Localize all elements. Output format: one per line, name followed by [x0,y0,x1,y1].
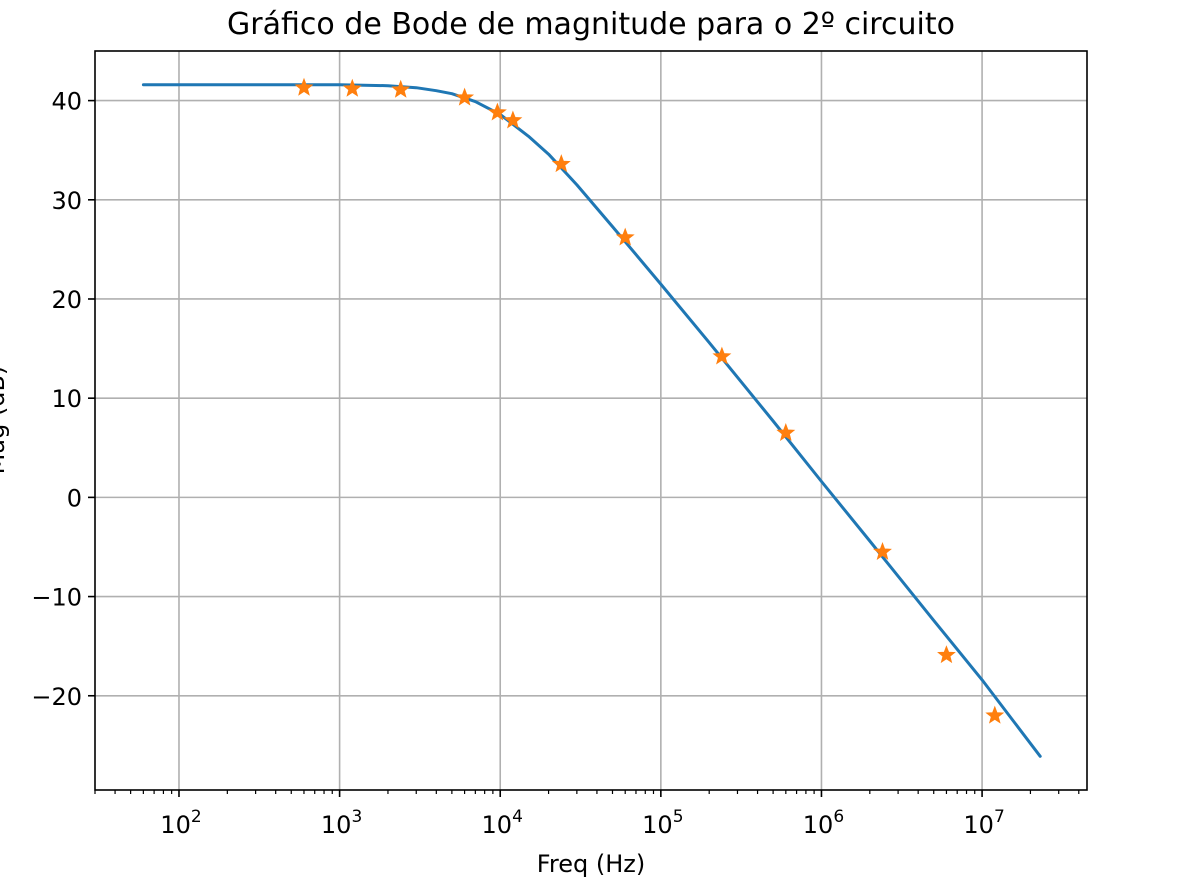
data-point-marker [503,110,523,129]
y-tick-label: 20 [51,286,82,314]
data-point-marker [985,705,1005,724]
x-tick-label: 102 [160,807,201,839]
data-point-marker [294,77,314,96]
data-point-marker [937,645,956,664]
x-tick-label: 107 [963,807,1004,839]
x-tick-exponent: 5 [673,807,684,827]
data-point-marker [455,87,475,106]
x-tick-label: 103 [321,807,362,839]
data-point-marker [391,79,411,98]
y-axis-label: Mag (dB) [0,366,10,475]
data-point-marker [487,102,507,121]
x-tick-exponent: 3 [351,807,362,827]
fitted-curve [141,83,1042,758]
x-tick-label: 105 [642,807,683,839]
x-tick-label: 106 [803,807,844,839]
y-tick-label: 30 [51,187,82,215]
y-tick-label: −10 [31,584,82,612]
x-axis-ticks: 102 103 104 105 106 107 [160,790,1005,839]
x-tick-base: 10 [321,811,352,839]
grid-lines [95,51,1087,790]
y-tick-label: 0 [67,484,82,512]
x-axis-label: Freq (Hz) [537,850,645,878]
data-point-marker [342,78,362,97]
data-point-marker [712,346,732,365]
data-point-marker [873,541,892,560]
y-tick-label: 10 [51,385,82,413]
data-point-marker [776,422,796,441]
chart-title: Gráfico de Bode de magnitude para o 2º c… [227,7,955,42]
measured-points [294,77,1005,724]
x-tick-exponent: 6 [833,807,844,827]
x-tick-base: 10 [642,811,673,839]
fitted-curve-line [141,83,1042,758]
y-tick-label: 40 [51,88,82,116]
x-tick-exponent: 4 [512,807,523,827]
x-tick-base: 10 [160,811,191,839]
x-tick-base: 10 [803,811,834,839]
x-tick-exponent: 2 [191,807,202,827]
y-tick-label: −20 [31,683,82,711]
data-point-marker [551,154,571,173]
x-tick-exponent: 7 [994,807,1005,827]
x-tick-base: 10 [963,811,994,839]
data-point-marker [615,227,635,246]
y-axis-ticks: 40 30 20 10 0 −10 −20 [31,88,95,711]
plot-frame [94,50,1088,791]
x-tick-label: 104 [482,807,523,839]
x-tick-base: 10 [482,811,513,839]
